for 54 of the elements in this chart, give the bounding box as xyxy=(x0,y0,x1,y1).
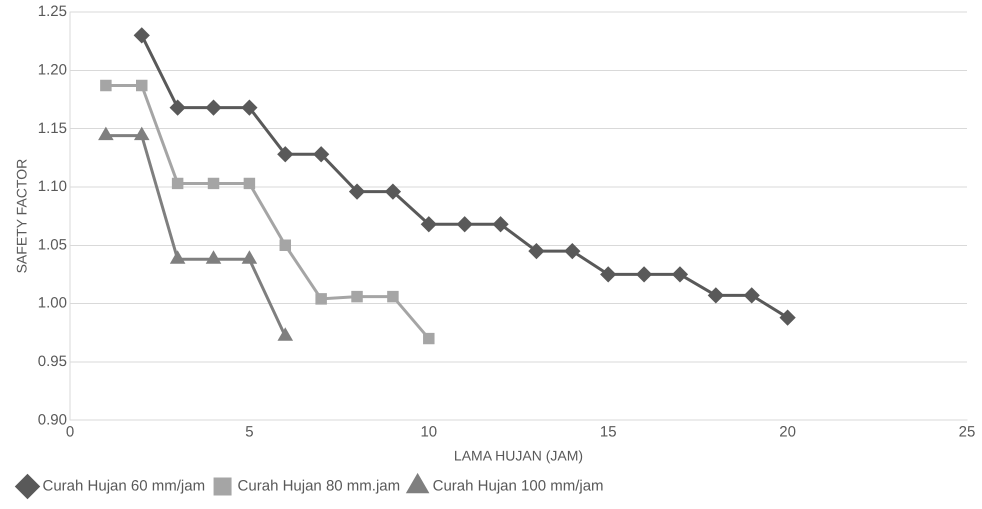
point xyxy=(600,266,616,282)
x-axis-title: LAMA HUJAN (JAM) xyxy=(454,447,584,464)
y-tick-label: 1.20 xyxy=(38,61,67,78)
point xyxy=(242,100,257,116)
y-tick-label: 0.90 xyxy=(38,411,67,428)
point xyxy=(314,146,329,162)
point xyxy=(423,332,435,344)
point xyxy=(528,244,544,259)
point xyxy=(636,266,652,282)
point xyxy=(564,244,580,259)
point xyxy=(172,178,184,190)
x-tick-label: 0 xyxy=(66,423,74,440)
point xyxy=(208,178,220,190)
point xyxy=(278,328,292,341)
point xyxy=(134,28,150,43)
point xyxy=(170,252,184,264)
point xyxy=(244,178,256,190)
point xyxy=(99,128,113,140)
point xyxy=(708,288,724,303)
x-tick-label: 15 xyxy=(600,423,617,440)
point xyxy=(206,100,222,116)
point xyxy=(315,293,327,305)
point xyxy=(350,184,365,200)
point xyxy=(385,184,400,200)
x-tick-label: 25 xyxy=(958,423,976,440)
point xyxy=(135,128,148,140)
x-tick-label: 20 xyxy=(779,423,796,440)
y-tick-label: 0.95 xyxy=(38,353,67,370)
point xyxy=(493,216,508,232)
y-tick-label: 1.15 xyxy=(38,120,67,137)
point xyxy=(170,100,186,116)
point xyxy=(457,216,472,232)
legend-label: Curah Hujan 80 mm.jam xyxy=(238,478,400,495)
y-tick-label: 1.00 xyxy=(38,294,67,312)
point xyxy=(744,288,760,303)
y-tick-label: 1.25 xyxy=(38,3,67,20)
y-tick-label: 1.05 xyxy=(38,236,67,254)
point xyxy=(672,266,688,282)
point xyxy=(780,310,796,326)
legend-label: Curah Hujan 60 mm/jam xyxy=(42,478,206,495)
legend-label: Curah Hujan 100 mm/jam xyxy=(432,478,604,495)
point xyxy=(100,80,112,92)
y-tick-label: 1.10 xyxy=(38,178,67,196)
x-tick-label: 5 xyxy=(245,423,254,440)
point xyxy=(136,80,148,92)
point xyxy=(206,252,220,264)
point xyxy=(351,290,363,302)
point xyxy=(421,216,436,232)
point xyxy=(242,252,256,264)
point xyxy=(278,146,293,162)
y-axis-title: SAFETY FACTOR xyxy=(13,158,30,274)
point xyxy=(280,240,292,251)
point xyxy=(387,290,399,302)
x-tick-label: 10 xyxy=(420,423,438,440)
